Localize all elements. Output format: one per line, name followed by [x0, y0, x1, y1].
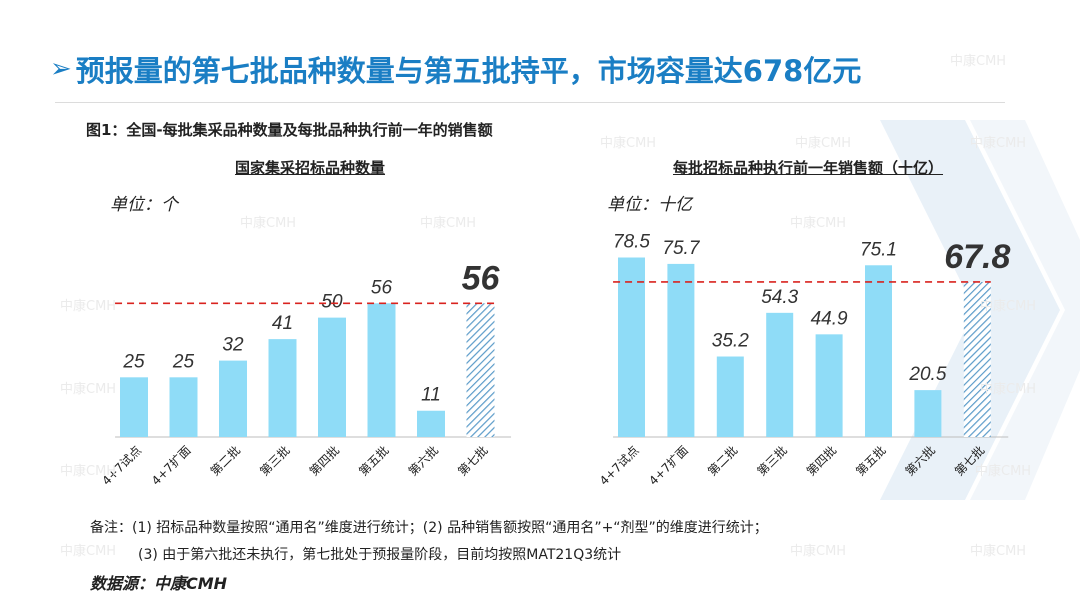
data-source: 数据源：中康CMH — [90, 574, 228, 593]
data-label: 54.3 — [761, 287, 798, 308]
x-tick-label: 第六批 — [902, 443, 938, 479]
watermark: 中康CMH — [420, 216, 477, 231]
x-tick-label: 4+7试点 — [596, 443, 641, 488]
chart1-unit-label: 单位：个 — [110, 195, 178, 215]
x-tick-label: 第七批 — [455, 443, 491, 479]
bar-highlight — [466, 303, 495, 437]
x-tick-label: 第三批 — [257, 443, 293, 479]
watermark: 中康CMH — [795, 136, 852, 151]
watermark: 中康CMH — [950, 54, 1007, 69]
figure-caption: 图1：全国-每批集采品种数量及每批品种执行前一年的销售额 — [86, 121, 493, 139]
watermark: 中康CMH — [980, 382, 1037, 397]
data-label-highlight: 56 — [462, 259, 501, 297]
bar — [367, 303, 396, 437]
watermark: 中康CMH — [790, 544, 847, 559]
bar — [716, 356, 744, 437]
bar — [667, 263, 695, 437]
data-label: 35.2 — [712, 331, 749, 352]
data-label: 25 — [172, 351, 195, 372]
bar — [268, 339, 297, 437]
watermark: 中康CMH — [240, 216, 297, 231]
data-label: 56 — [371, 277, 393, 298]
bar — [766, 312, 794, 437]
chart1-svg: 254+7试点254+7扩面32第二批41第三批50第四批56第五批11第六批5… — [99, 259, 512, 488]
x-tick-label: 第六批 — [405, 443, 441, 479]
data-label: 78.5 — [613, 232, 650, 253]
watermark: 中康CMH — [970, 136, 1027, 151]
x-tick-label: 第四批 — [803, 443, 839, 479]
watermark: 中康CMH — [60, 382, 117, 397]
data-label: 44.9 — [811, 308, 848, 329]
title-divider — [55, 102, 1005, 103]
x-tick-label: 第二批 — [704, 443, 740, 479]
data-label: 50 — [321, 292, 343, 313]
slide-title-text: 预报量的第七批品种数量与第五批持平，市场容量达678亿元 — [75, 54, 862, 88]
watermark: 中康CMH — [60, 544, 117, 559]
bar-highlight — [963, 281, 991, 437]
bar — [169, 377, 198, 437]
bar — [865, 265, 892, 437]
data-label: 20.5 — [908, 364, 946, 385]
chart1-title: 国家集采招标品种数量 — [234, 159, 386, 177]
slide-title: ➢ 预报量的第七批品种数量与第五批持平，市场容量达678亿元 — [50, 44, 861, 94]
bar — [318, 317, 346, 437]
watermark: 中康CMH — [600, 136, 657, 151]
bar — [618, 257, 645, 437]
data-label: 32 — [222, 335, 244, 356]
x-tick-label: 第四批 — [306, 443, 342, 479]
watermark: 中康CMH — [980, 299, 1037, 314]
bar — [219, 360, 247, 437]
bar — [417, 410, 445, 437]
notes-block: 备注：(1) 招标品种数量按照“通用名”维度进行统计；(2) 品种销售额按照“通… — [90, 515, 768, 569]
x-tick-label: 4+7扩面 — [149, 443, 194, 488]
data-label-highlight: 67.8 — [944, 238, 1010, 276]
chart2-svg: 78.5 4+7试点 75.7 4+7扩面 35.2 第二批 54.3 第三批 44.9 第四批 7… — [596, 232, 1010, 488]
bar — [815, 334, 843, 437]
watermark: 中康CMH — [60, 299, 117, 314]
bar — [120, 377, 148, 437]
data-label: 75.1 — [860, 239, 897, 260]
chart2-title: 每批招标品种执行前一年销售额（十亿） — [672, 159, 944, 177]
x-tick-label: 4+7扩面 — [646, 443, 691, 488]
chart2-unit-label: 单位：十亿 — [607, 195, 692, 215]
data-label: 41 — [272, 313, 293, 334]
arrow-bullet-icon: ➢ — [50, 54, 72, 84]
x-tick-label: 第五批 — [853, 443, 889, 479]
x-tick-label: 第二批 — [207, 443, 243, 479]
bar — [914, 390, 942, 437]
notes-line-1: 备注：(1) 招标品种数量按照“通用名”维度进行统计；(2) 品种销售额按照“通… — [90, 520, 768, 536]
x-tick-label: 第五批 — [356, 443, 392, 479]
data-label: 25 — [122, 351, 145, 372]
watermark: 中康CMH — [975, 464, 1032, 479]
x-tick-label: 第三批 — [754, 443, 790, 479]
watermark: 中康CMH — [60, 464, 117, 479]
watermark: 中康CMH — [970, 544, 1027, 559]
notes-line-2: (3) 由于第六批还未执行，第七批处于预报量阶段，目前均按照MAT21Q3统计 — [138, 547, 622, 563]
watermark: 中康CMH — [790, 216, 847, 231]
data-label: 11 — [421, 385, 441, 406]
data-label: 75.7 — [662, 238, 700, 259]
